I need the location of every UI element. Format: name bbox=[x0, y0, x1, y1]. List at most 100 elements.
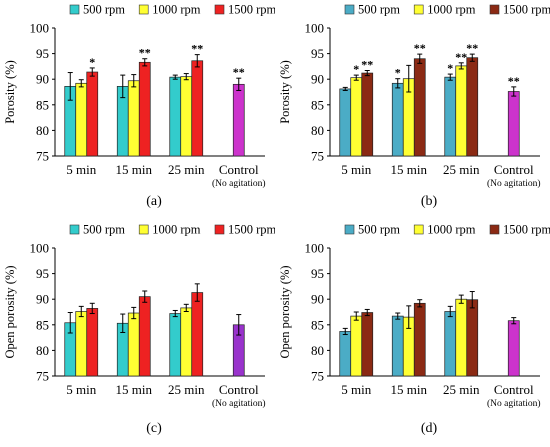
bar-1-2-significance: ** bbox=[139, 46, 151, 60]
bar-0-2-bar bbox=[361, 312, 374, 377]
legend-swatch-1 bbox=[138, 4, 149, 15]
y-tick-label-5: 100 bbox=[30, 241, 50, 256]
bar-0-2-significance: ** bbox=[361, 57, 373, 71]
panel-label: (c) bbox=[146, 421, 162, 436]
legend-swatch-2 bbox=[214, 4, 225, 15]
x-tick-sublabel-control: (No agitation) bbox=[212, 178, 266, 189]
y-tick-label-1: 80 bbox=[311, 123, 324, 138]
y-tick-label-5: 100 bbox=[30, 21, 50, 36]
bar-2-1-significance: ** bbox=[455, 50, 467, 64]
bar-0-0-bar bbox=[339, 331, 352, 377]
bar-1-0-bar bbox=[391, 315, 404, 377]
x-tick-sublabel-control: (No agitation) bbox=[487, 398, 541, 409]
y-tick-label-3: 90 bbox=[36, 72, 49, 87]
x-tick-label-control: Control bbox=[494, 162, 534, 177]
panel-label: (a) bbox=[146, 194, 162, 209]
legend-swatch-1 bbox=[413, 4, 424, 15]
x-tick-label-2: 25 min bbox=[168, 382, 205, 397]
y-axis-title: Open porosity (%) bbox=[278, 265, 292, 358]
y-tick-label-5: 100 bbox=[305, 21, 325, 36]
y-tick-label-1: 80 bbox=[311, 343, 324, 358]
bar-1-1-bar bbox=[127, 80, 140, 157]
bar-2-2-significance: ** bbox=[466, 41, 478, 55]
control-bar bbox=[507, 91, 520, 157]
y-tick-label-0: 75 bbox=[36, 369, 49, 384]
y-tick-label-5: 100 bbox=[305, 241, 325, 256]
y-tick-label-3: 90 bbox=[311, 292, 324, 307]
x-tick-label-0: 5 min bbox=[341, 382, 371, 397]
bar-2-0-bar bbox=[169, 313, 182, 377]
x-tick-label-control: Control bbox=[219, 382, 259, 397]
control-bar bbox=[507, 320, 520, 377]
bar-2-0-bar bbox=[444, 76, 457, 157]
y-tick-label-4: 95 bbox=[36, 266, 49, 281]
legend-label-2: 1500 rpm bbox=[503, 3, 550, 17]
panel-label: (b) bbox=[421, 194, 438, 209]
legend-swatch-2 bbox=[214, 224, 225, 235]
y-tick-label-0: 75 bbox=[311, 369, 324, 384]
bar-0-1-bar bbox=[75, 82, 88, 157]
x-tick-sublabel-control: (No agitation) bbox=[212, 398, 266, 409]
x-tick-label-1: 15 min bbox=[116, 162, 153, 177]
panel-label: (d) bbox=[421, 421, 438, 436]
bar-1-2-bar bbox=[138, 296, 151, 377]
x-tick-label-2: 25 min bbox=[168, 162, 205, 177]
x-tick-label-control: Control bbox=[494, 382, 534, 397]
x-tick-label-0: 5 min bbox=[66, 162, 96, 177]
y-tick-label-2: 85 bbox=[36, 317, 49, 332]
bar-2-2-bar bbox=[191, 60, 204, 157]
bar-2-0-bar bbox=[169, 76, 182, 157]
bar-2-1-bar bbox=[455, 298, 468, 377]
y-tick-label-3: 90 bbox=[36, 292, 49, 307]
x-tick-label-1: 15 min bbox=[116, 382, 153, 397]
legend-label-2: 1500 rpm bbox=[228, 223, 275, 237]
y-axis-title: Porosity (%) bbox=[278, 60, 292, 124]
legend-swatch-0 bbox=[69, 4, 80, 15]
y-tick-label-4: 95 bbox=[36, 46, 49, 61]
bar-1-1-bar bbox=[127, 312, 140, 377]
bar-2-2-significance: ** bbox=[191, 42, 203, 56]
bar-1-2-bar bbox=[138, 61, 151, 157]
x-tick-label-0: 5 min bbox=[66, 382, 96, 397]
control-bar bbox=[232, 83, 245, 157]
y-tick-label-2: 85 bbox=[311, 97, 324, 112]
y-tick-label-1: 80 bbox=[36, 343, 49, 358]
x-tick-label-2: 25 min bbox=[443, 162, 480, 177]
bar-0-2-significance: * bbox=[89, 55, 95, 69]
bar-2-1-bar bbox=[455, 65, 468, 157]
bar-0-1-bar bbox=[75, 311, 88, 377]
legend-swatch-0 bbox=[344, 4, 355, 15]
control-significance: ** bbox=[508, 74, 520, 88]
legend-label-2: 1500 rpm bbox=[503, 223, 550, 237]
x-tick-label-2: 25 min bbox=[443, 382, 480, 397]
legend-label-1: 1000 rpm bbox=[427, 223, 476, 237]
legend-label-0: 500 rpm bbox=[358, 3, 400, 17]
legend-label-0: 500 rpm bbox=[83, 223, 125, 237]
y-tick-label-0: 75 bbox=[36, 149, 49, 164]
open-porosity-chart-d: 500 rpm 1000 rpm 1500 rpm 75 80 85 90 95 100 Open… bbox=[278, 223, 550, 437]
bar-0-1-bar bbox=[350, 315, 363, 377]
y-tick-label-4: 95 bbox=[311, 46, 324, 61]
x-tick-label-1: 15 min bbox=[391, 382, 428, 397]
bar-1-0-bar bbox=[391, 82, 404, 157]
bar-1-2-significance: ** bbox=[414, 41, 426, 55]
bar-2-1-bar bbox=[180, 76, 193, 157]
bar-0-0-bar bbox=[339, 88, 352, 157]
x-tick-sublabel-control: (No agitation) bbox=[487, 178, 541, 189]
x-tick-label-0: 5 min bbox=[341, 162, 371, 177]
bar-1-2-bar bbox=[413, 302, 426, 377]
x-tick-label-control: Control bbox=[219, 162, 259, 177]
y-tick-label-2: 85 bbox=[311, 317, 324, 332]
legend-label-1: 1000 rpm bbox=[152, 223, 201, 237]
y-axis-title: Open porosity (%) bbox=[3, 265, 17, 358]
y-tick-label-2: 85 bbox=[36, 97, 49, 112]
bar-2-2-bar bbox=[466, 299, 479, 377]
bar-0-2-bar bbox=[361, 72, 374, 157]
legend-label-1: 1000 rpm bbox=[152, 3, 201, 17]
legend-label-2: 1500 rpm bbox=[228, 3, 275, 17]
legend-label-0: 500 rpm bbox=[83, 3, 125, 17]
bar-2-0-significance: * bbox=[447, 61, 453, 75]
bar-0-2-bar bbox=[86, 308, 99, 377]
bar-2-0-bar bbox=[444, 311, 457, 377]
porosity-chart-a: 500 rpm 1000 rpm 1500 rpm 75 80 85 90 95 100 Poro… bbox=[3, 3, 275, 210]
